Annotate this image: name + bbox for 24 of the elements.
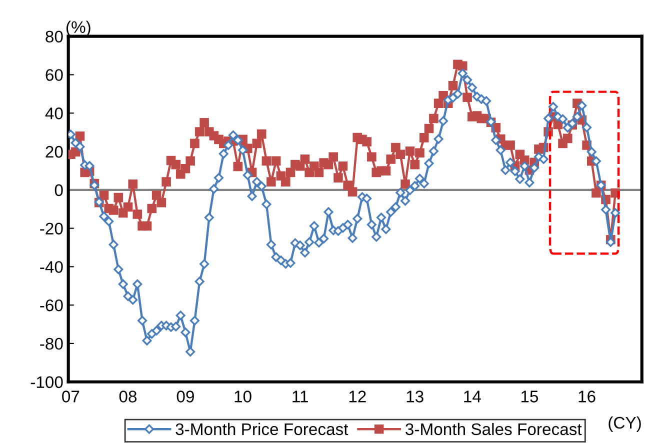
legend-label: 3-Month Price Forecast [176,422,348,436]
y-tick-label: -80 [40,338,63,350]
y-tick-label: -60 [40,299,63,312]
y-tick-label: -20 [40,222,63,234]
x-tick-label: 16 [578,390,596,402]
x-tick-label: 12 [349,390,366,402]
legend-label: 3-Month Sales Forecast [406,422,582,436]
y-tick-label: 80 [46,30,63,43]
x-tick-label: 08 [119,390,137,402]
y-tick-label: 40 [45,108,63,120]
x-tick-label: 09 [176,390,194,402]
x-tick-label: 10 [234,390,252,402]
x-tick-label: 07 [62,390,80,402]
y-tick-label: -100 [30,376,63,388]
y-tick-label: -40 [40,261,63,273]
y-tick-label: 60 [46,69,63,81]
y-tick-label: 20 [46,146,63,158]
x-tick-label: 15 [521,390,538,402]
x-tick-label: 11 [292,390,308,402]
y-axis-title: (%) [66,20,90,36]
x-axis-title: (CY) [608,416,641,432]
x-tick-label: 13 [406,390,424,402]
y-tick-label: 0 [54,184,63,196]
x-tick-label: 14 [464,390,481,402]
